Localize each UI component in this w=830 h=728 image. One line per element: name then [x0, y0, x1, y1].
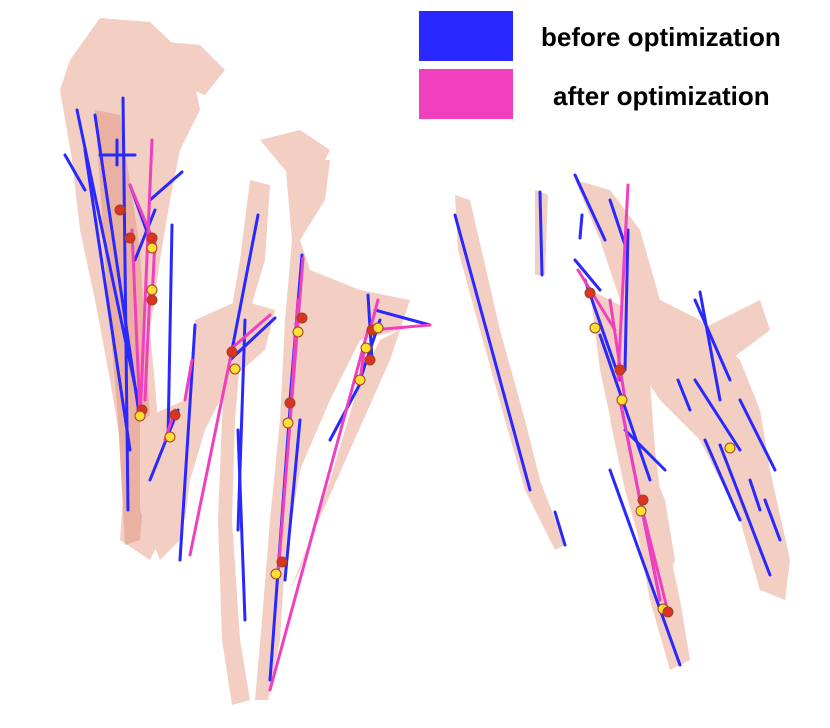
junction-node-before [364, 354, 376, 366]
junction-node-after [146, 284, 158, 296]
junction-nodes [114, 204, 736, 618]
before-optimization-segment [718, 443, 772, 577]
after-optimization-segment [268, 328, 370, 692]
before-optimization-segment [93, 113, 142, 422]
junction-node-before [584, 287, 596, 299]
before-optimization-segment [738, 398, 777, 472]
after-optimization-segment [143, 288, 152, 402]
junction-node-before [114, 204, 126, 216]
junction-node-after [372, 322, 384, 334]
junction-node-before [296, 312, 308, 324]
junction-node-before [637, 494, 649, 506]
before-optimization-segment [623, 228, 630, 372]
junction-node-after [134, 410, 146, 422]
after-optimization-segment [576, 268, 617, 332]
tissue-region-center [255, 160, 410, 700]
before-optimization-segment [236, 428, 247, 622]
junction-node-after [229, 363, 241, 375]
legend-swatch-before [419, 11, 513, 61]
junction-node-after [354, 374, 366, 386]
before-optimization-segment [608, 198, 627, 247]
junction-node-before [276, 556, 288, 568]
before-optimization-segment [148, 408, 180, 482]
after-optimization-segment [230, 313, 272, 350]
before-optimization-segment [121, 96, 130, 512]
junction-node-after [292, 326, 304, 338]
before-optimization-segment [676, 378, 692, 412]
after-optimization-segment [183, 358, 194, 402]
before-optimization-segment [283, 418, 302, 582]
before-optimization-segment [538, 190, 544, 277]
junction-node-after [589, 322, 601, 334]
junction-node-after [164, 431, 176, 443]
after-optimization-segment [138, 138, 154, 422]
before-optimization-segment [373, 308, 432, 327]
junction-node-before [124, 232, 136, 244]
tissue-region-center-fan [175, 300, 275, 520]
before-optimization-segment [573, 173, 607, 242]
legend-swatch-after [419, 69, 513, 119]
junction-node-after [282, 417, 294, 429]
before-optimization-segment [763, 498, 782, 542]
before-optimization-segment [598, 333, 652, 482]
junction-node-before [226, 346, 238, 358]
tissue-region-center-left [218, 180, 270, 705]
before-optimization-segment [228, 316, 277, 362]
after-optimization-segment [608, 298, 627, 402]
before-optimization-segment [748, 478, 762, 512]
before-optimization-segment [83, 148, 132, 452]
tissue-region-center-top [260, 130, 330, 170]
junction-node-before [284, 397, 296, 409]
junction-node-after [146, 242, 158, 254]
tissue-region-right-wing [640, 300, 770, 380]
legend-label-after: after optimization [553, 81, 770, 111]
before-optimization-segment [166, 223, 174, 442]
before-optimization-segment [578, 213, 584, 240]
junction-node-after [635, 505, 647, 517]
after-optimization-segment [616, 183, 630, 382]
tissue-region-left-wing [145, 40, 225, 95]
before-optimization-segment [148, 170, 184, 202]
before-optimization-segment [608, 468, 682, 667]
before-optimization-segment [698, 290, 722, 402]
before-optimization-segment [693, 378, 742, 452]
junction-node-before [169, 409, 181, 421]
before-optimization-segment [553, 510, 567, 547]
tissue-region-middle [455, 195, 565, 550]
junction-node-before [614, 364, 626, 376]
junction-node-after [724, 442, 736, 454]
before-optimization-segment [623, 428, 667, 472]
before-optimization-segment [573, 258, 602, 292]
after-optimization-segment [638, 498, 670, 614]
before-optimization-segment [63, 153, 87, 192]
legend-label-before: before optimization [541, 22, 781, 52]
junction-node-before [146, 232, 158, 244]
junction-node-after [616, 394, 628, 406]
junction-node-after [270, 568, 282, 580]
junction-node-before [662, 606, 674, 618]
before-optimization-segment [703, 438, 742, 522]
before-optimization-segment [453, 213, 532, 492]
after-optimization-segment [188, 348, 234, 557]
junction-node-before [146, 294, 158, 306]
before-optimization-segment [230, 213, 260, 352]
junction-node-after [360, 342, 372, 354]
before-optimization-segment [133, 208, 157, 262]
after-optimization-segment [130, 228, 142, 417]
before-optimization-segment [693, 298, 732, 382]
tissue-region-center-arm [290, 330, 400, 590]
